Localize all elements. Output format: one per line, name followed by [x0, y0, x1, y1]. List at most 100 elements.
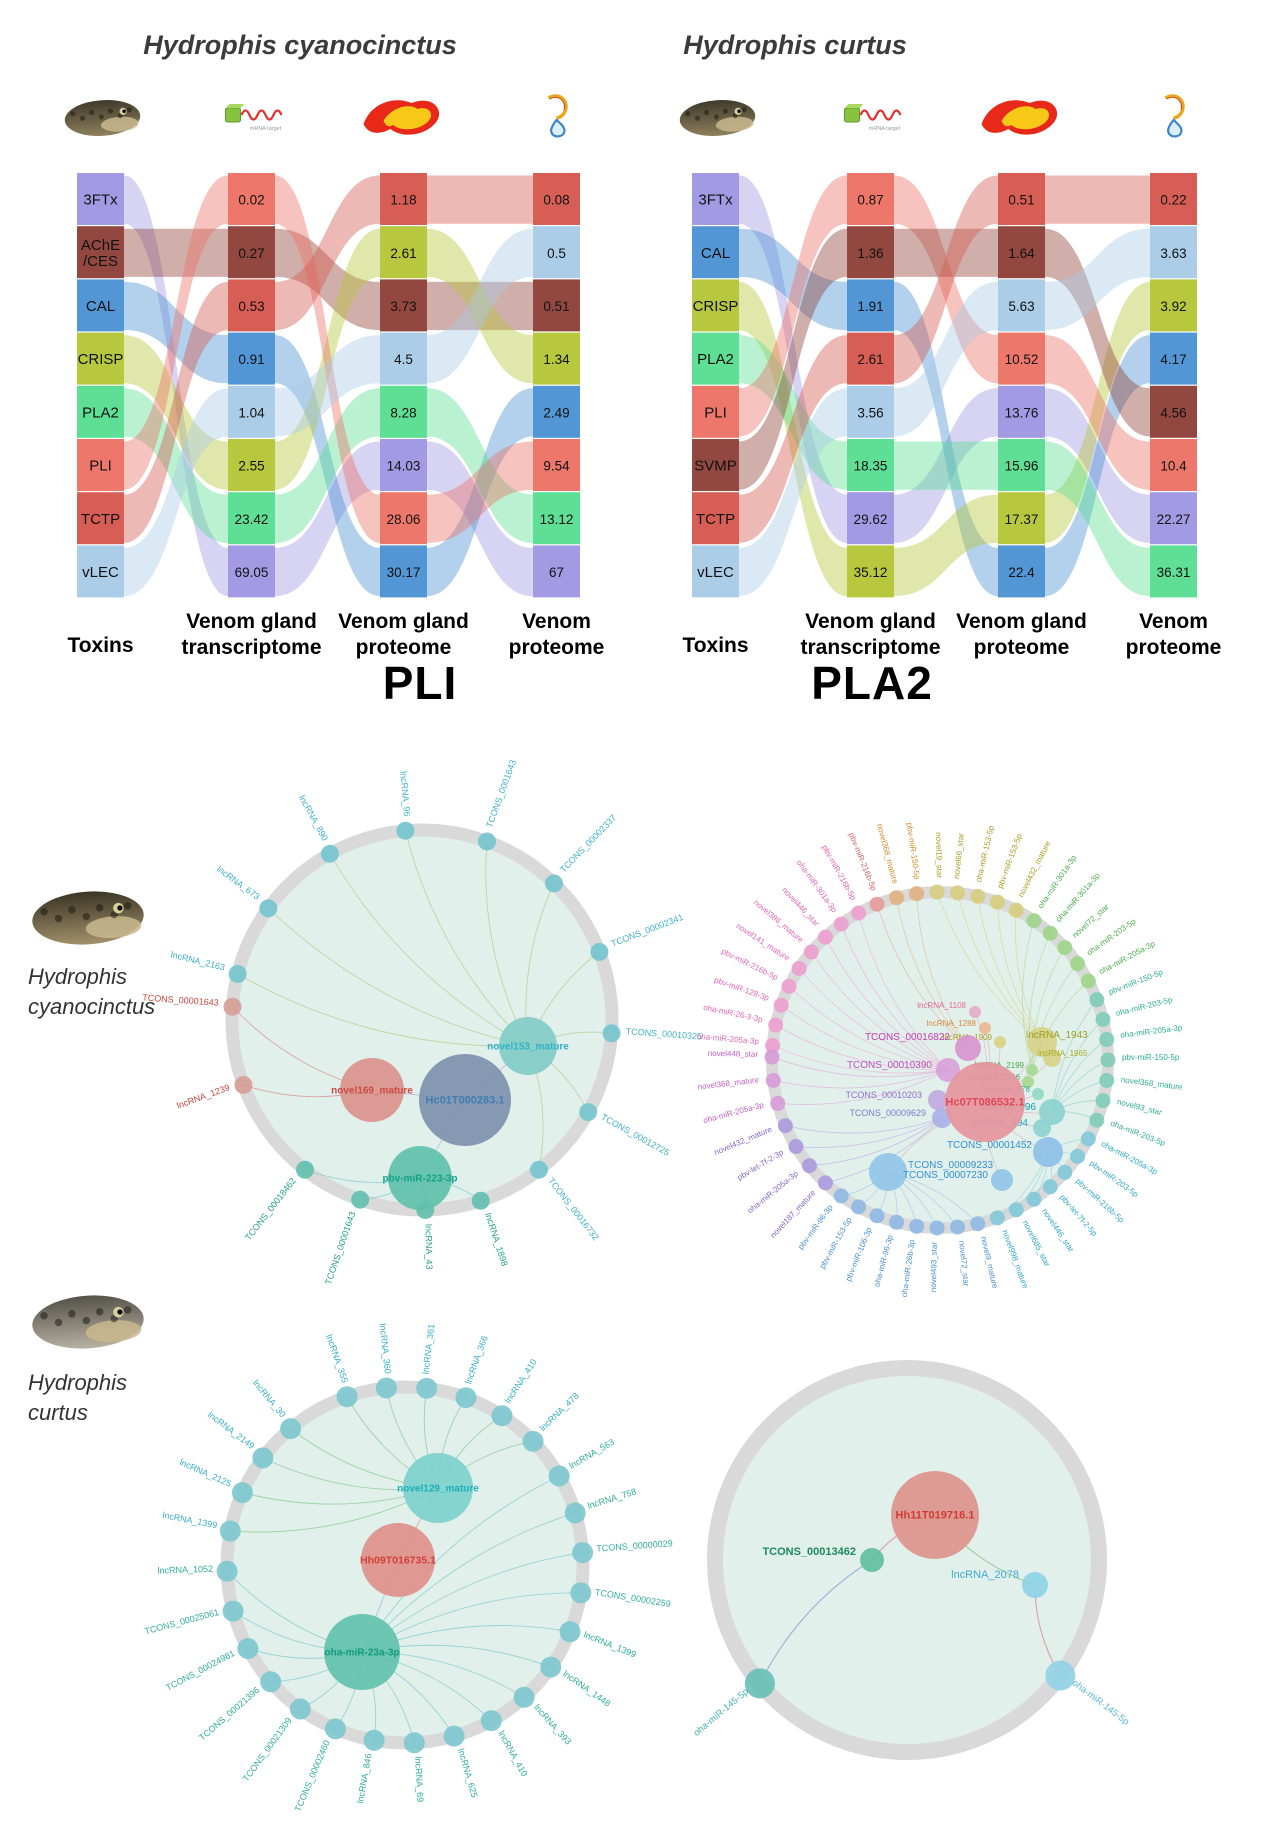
- snake-scale: [96, 904, 104, 912]
- snake-scale: [107, 108, 113, 114]
- network-outer-node: [480, 1710, 502, 1732]
- alluvial-ribbon: [739, 281, 847, 597]
- toxin-value: 0.51: [543, 299, 569, 314]
- network-outer-node: [1026, 913, 1042, 929]
- network-outer-label: oha-miR-203-5p: [1109, 1119, 1167, 1148]
- network-disc: [234, 832, 610, 1208]
- snake-scale: [695, 115, 701, 121]
- icon-row: mRNA target: [64, 94, 568, 138]
- network-outer-label: novel998_mature: [1000, 1229, 1030, 1291]
- alluvial-box: [380, 385, 427, 438]
- network-inner-label: lncRNA_1965: [1038, 1049, 1088, 1058]
- network-outer-label: novel72_star: [1071, 902, 1111, 940]
- alluvial-box: [77, 492, 124, 545]
- network-outer-node: [590, 942, 609, 961]
- network-edge: [795, 1117, 943, 1148]
- network-outer-node: [280, 1418, 302, 1440]
- network-inner-label: TCONS_00010390: [847, 1060, 932, 1071]
- alluvial-ribbon: [427, 228, 533, 384]
- alluvial-ribbon: [275, 228, 380, 490]
- network-edge: [858, 912, 949, 1071]
- alluvial-ribbon: [275, 441, 380, 597]
- network-outer-label: lncRNA_1052: [157, 1564, 213, 1576]
- alluvial-box: [228, 332, 275, 385]
- toxin-value: 14.03: [387, 459, 421, 474]
- network-outer-label: TCONS_00025061: [144, 1607, 221, 1636]
- toxin-value: 3.92: [1160, 299, 1186, 314]
- alluvial-box: [692, 173, 739, 225]
- network-inner-node: [1033, 1119, 1051, 1137]
- network-outer-node: [788, 1139, 804, 1155]
- row-label-line: Hydrophis: [28, 1370, 128, 1395]
- toxin-name: PLA2: [82, 404, 119, 421]
- network-outer-label: pbv-miR-216b-5p: [847, 831, 879, 892]
- network-outer-node: [579, 1103, 598, 1122]
- alluvial-ribbon: [739, 175, 847, 437]
- network-outer-node: [416, 1377, 438, 1399]
- network-hub-label: Hh09T016735.1: [360, 1555, 436, 1567]
- alluvial-box: [380, 332, 427, 385]
- alluvial-box: [228, 279, 275, 332]
- alluvial-ribbon: [894, 441, 998, 490]
- axis-label: Toxins: [67, 634, 133, 657]
- axis-label: proteome: [1126, 636, 1222, 659]
- alluvial-box: [533, 332, 580, 385]
- mrna-squiggle: [240, 109, 283, 121]
- alluvial-box: [998, 492, 1045, 545]
- snake-chin: [715, 116, 754, 132]
- gland-inner: [383, 106, 432, 130]
- network-outer-label: lncRNA_360: [378, 1323, 393, 1374]
- toxin-value: 3.73: [390, 299, 416, 314]
- snake-scale: [80, 115, 86, 121]
- network-outer-label: pbv-miR-106-3p: [844, 1226, 874, 1283]
- toxin-value: 13.76: [1005, 405, 1039, 420]
- toxin-name: CRISP: [78, 351, 124, 368]
- alluvial-box: [533, 173, 580, 225]
- alluvial-box: [998, 545, 1045, 598]
- alluvial-ribbon: [1045, 335, 1150, 597]
- network-outer-label: pbv-miR-128-3p: [713, 975, 771, 1002]
- alluvial-box: [77, 173, 124, 225]
- snake-scale: [68, 906, 76, 914]
- network-inner-label: lncRNA_1288: [927, 1019, 977, 1028]
- network-outer-label: novel432_mature: [713, 1124, 774, 1157]
- network-pli-hydrophis-curtus: lncRNA_355 lncRNA_360 lncRNA_361 lncRNA_366…: [144, 1323, 674, 1813]
- toxin-value: 22.4: [1008, 565, 1035, 580]
- alluvial-box: [533, 385, 580, 438]
- network-edge: [896, 897, 969, 1049]
- network-outer-label: TCONS_00002460: [293, 1739, 332, 1813]
- network-outer-node: [228, 965, 247, 984]
- network-edge: [329, 853, 529, 1047]
- droplet-duct-line: [549, 96, 565, 111]
- network-outer-node: [803, 944, 819, 960]
- network-inner-node: [928, 1090, 948, 1110]
- mrna-squiggle: [859, 109, 902, 121]
- alluvial-box: [847, 385, 894, 438]
- toxin-value: 2.61: [857, 352, 883, 367]
- alluvial-box: [228, 492, 275, 545]
- droplet-shape: [550, 118, 566, 138]
- alluvial-ribbon: [1045, 228, 1150, 331]
- network-outer-node: [219, 1520, 241, 1542]
- toxin-value: 0.27: [238, 246, 264, 261]
- row-label-cyanocinctus: Hydrophis cyanocinctus: [28, 962, 155, 1022]
- network-outer-node: [1080, 973, 1096, 989]
- network-hub-label: oha-miR-23a-3p: [324, 1648, 399, 1659]
- network-outer-node: [768, 1017, 784, 1033]
- network-outer-label: oha-miR-205a-3p: [696, 1032, 759, 1046]
- network-inner-label: TCONS_00007230: [903, 1170, 988, 1181]
- network-outer-node: [764, 1049, 780, 1065]
- alluvial-ribbon: [124, 388, 228, 543]
- alluvial-box: [77, 332, 124, 385]
- toxin-value: 30.17: [387, 565, 421, 580]
- network-edge: [825, 936, 949, 1071]
- toxin-name: PLI: [704, 404, 727, 421]
- row-label-line: Hydrophis: [28, 964, 128, 989]
- network-inner-label: TCONS_00009629: [849, 1108, 926, 1118]
- network-outer-label: lncRNA_1898: [483, 1212, 510, 1268]
- network-inner-label: TCONS_00013462: [762, 1546, 856, 1558]
- droplet-duct: [1164, 94, 1185, 120]
- alluvial-box: [998, 332, 1045, 385]
- network-outer-node: [324, 1718, 346, 1740]
- network-inner-node: [1039, 1099, 1065, 1125]
